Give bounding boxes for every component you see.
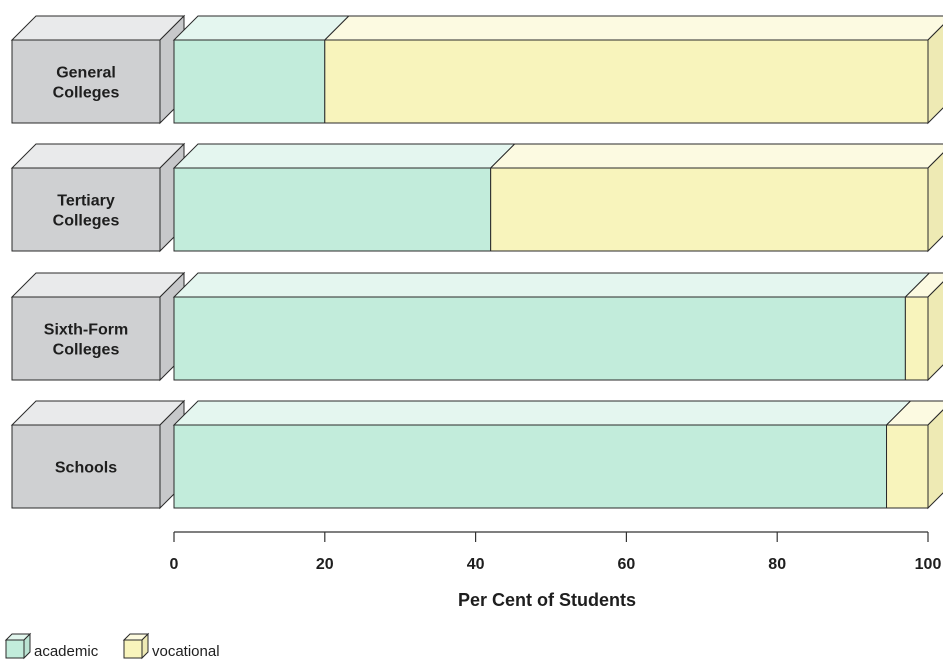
x-axis: 0 20 40 60 80 100 (170, 531, 942, 573)
category-label-line: Colleges (53, 85, 120, 102)
category-label-line: Tertiary (57, 193, 115, 210)
legend-swatch (122, 632, 150, 660)
x-tick-label: 20 (316, 556, 334, 573)
category-label-line: Colleges (53, 342, 120, 359)
bar-segment-vocational (323, 15, 943, 125)
bar-segment-vocational-front-face (490, 167, 929, 252)
legend: academic vocational (4, 632, 220, 660)
bar-segment-vocational (885, 400, 943, 510)
bar-segment-academic-front-face (173, 167, 492, 252)
category-label-box-front-face (11, 167, 161, 252)
legend-swatch-front (5, 639, 25, 659)
category-label-box-top-face (10, 400, 186, 426)
category-label-line: Sixth-Form (44, 322, 128, 339)
category-label-box-top-face (10, 272, 186, 298)
legend-swatch-front (123, 639, 143, 659)
category-label-box (10, 142, 186, 253)
bar-segment-academic-top-face (172, 143, 516, 169)
bar-segment-academic-front-face (173, 39, 326, 124)
x-tick-label: 60 (618, 556, 636, 573)
category-label-box (10, 14, 186, 125)
bar-segment-academic (172, 400, 912, 509)
category-label-line: Colleges (53, 213, 120, 230)
category-label-box (10, 399, 186, 510)
bar-segment-academic (172, 143, 516, 252)
bar-segment-academic (172, 272, 931, 381)
category-label-box-front-face (11, 39, 161, 124)
category-label: Tertiary Colleges (53, 193, 120, 230)
category-label-box-top-face (10, 15, 186, 41)
bar-segment-academic-front-face (173, 296, 906, 381)
bar-segment-vocational-front-face (324, 39, 929, 124)
x-tick-label: 40 (467, 556, 485, 573)
category-label-box-front-face (11, 296, 161, 381)
legend-swatch (4, 632, 32, 660)
bar-segment-vocational-front-face (904, 296, 929, 381)
bar-segment-academic-top-face (172, 400, 912, 426)
x-axis-title: Per Cent of Students (458, 590, 636, 610)
bar-segment-academic-top-face (172, 15, 351, 41)
legend-label: academic (34, 643, 99, 660)
x-tick-label: 0 (170, 556, 179, 573)
chart-row: General Colleges (10, 14, 943, 125)
bar-segment-academic (172, 15, 351, 124)
x-tick-label: 100 (915, 556, 942, 573)
category-label-box-front-face (11, 424, 161, 509)
legend-item-academic: academic (4, 632, 99, 660)
bar-segment-vocational-top-face (489, 143, 943, 169)
category-label-line: General (56, 65, 116, 82)
legend-item-vocational: vocational (122, 632, 220, 660)
legend-label: vocational (152, 643, 220, 660)
chart-row: Sixth-Form Colleges (10, 271, 943, 382)
category-label-box-top-face (10, 143, 186, 169)
bar-segment-academic-front-face (173, 424, 888, 509)
category-label: Sixth-Form Colleges (44, 322, 128, 359)
category-label: General Colleges (53, 65, 120, 102)
category-label: Schools (55, 460, 117, 477)
bar-segment-academic-top-face (172, 272, 931, 298)
bar-segment-vocational (489, 143, 943, 253)
chart-row: Tertiary Colleges (10, 142, 943, 253)
bar-segment-vocational-front-face (886, 424, 929, 509)
category-label-line: Schools (55, 460, 117, 477)
x-tick-label: 80 (768, 556, 786, 573)
chart-row: Schools (10, 399, 943, 510)
bar-segment-vocational (904, 272, 943, 382)
bar-segment-vocational-top-face (323, 15, 943, 41)
